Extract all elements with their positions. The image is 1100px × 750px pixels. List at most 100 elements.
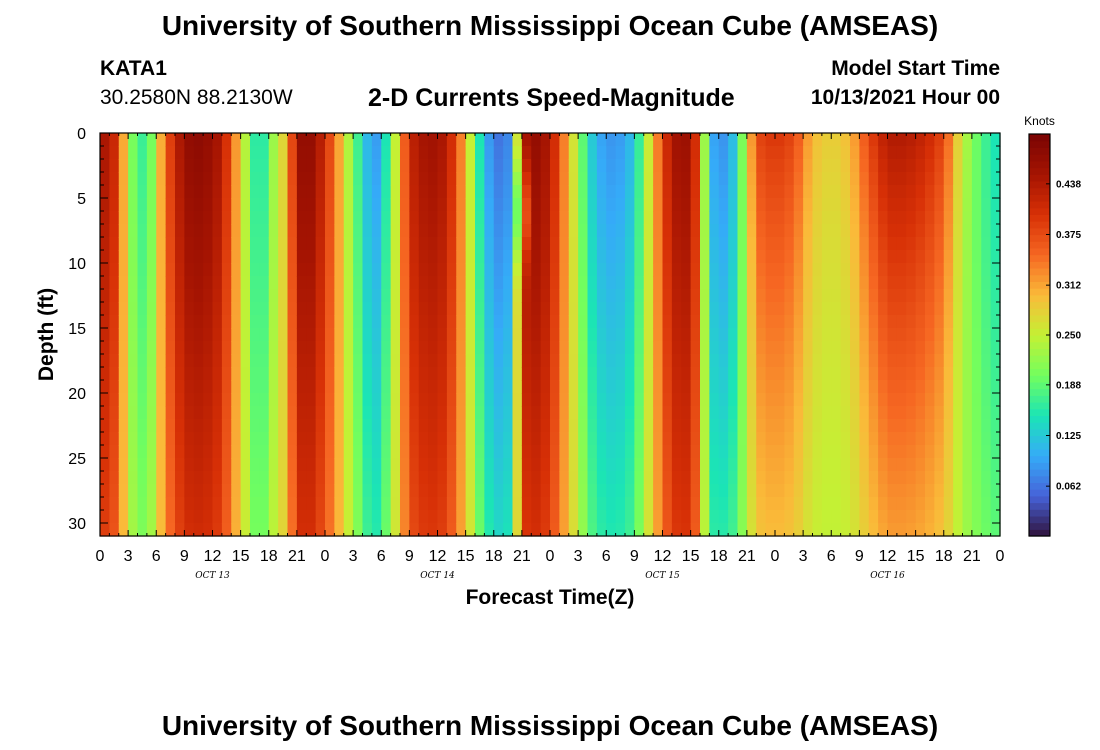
heatmap-cell [128, 159, 139, 173]
heatmap-cell [418, 484, 429, 498]
heatmap-cell [596, 458, 607, 472]
heatmap-cell [653, 484, 664, 498]
colorbar-tick-label: 0.250 [1056, 331, 1081, 342]
heatmap-cell [690, 172, 701, 186]
heatmap-cell [981, 445, 992, 459]
heatmap-cell [625, 198, 635, 212]
heatmap-cell [484, 419, 495, 433]
heatmap-cell [709, 354, 720, 368]
heatmap-cell [681, 406, 692, 420]
heatmap-cell [606, 367, 617, 381]
heatmap-cell [821, 185, 832, 199]
heatmap-cell [381, 328, 392, 342]
heatmap-cell [221, 432, 232, 446]
heatmap-cell [156, 172, 167, 186]
heatmap-cell [662, 432, 673, 446]
heatmap-cell [287, 419, 298, 433]
heatmap-cell [868, 380, 879, 394]
heatmap-cell [437, 159, 448, 173]
heatmap-cell [709, 289, 720, 303]
heatmap-cell [137, 341, 148, 355]
heatmap-cell [718, 250, 729, 264]
heatmap-cell [803, 328, 814, 342]
heatmap-cell [109, 159, 120, 173]
heatmap-cell [578, 185, 589, 199]
heatmap-cell [559, 328, 570, 342]
heatmap-cell [896, 445, 907, 459]
heatmap-cell [615, 445, 626, 459]
heatmap-cell [278, 237, 289, 251]
x-tick-label: 0 [546, 548, 555, 565]
heatmap-cell [559, 471, 570, 485]
heatmap-cell [971, 354, 982, 368]
x-tick-label: 0 [771, 548, 780, 565]
heatmap-cell [671, 354, 682, 368]
heatmap-cell [400, 367, 410, 381]
heatmap-cell [343, 224, 354, 238]
heatmap-cell [793, 458, 804, 472]
heatmap-cell [409, 263, 420, 277]
heatmap-cell [128, 380, 139, 394]
heatmap-cell [203, 393, 214, 407]
heatmap-cell [784, 523, 795, 537]
heatmap-cell [503, 354, 514, 368]
heatmap-cell [325, 471, 335, 485]
heatmap-cell [709, 393, 720, 407]
heatmap-cell [362, 354, 373, 368]
heatmap-cell [231, 445, 242, 459]
heatmap-cell [756, 302, 767, 316]
heatmap-cell [878, 224, 889, 238]
heatmap-cell [165, 406, 176, 420]
heatmap-cell [943, 484, 954, 498]
heatmap-cell [531, 185, 542, 199]
heatmap-cell [653, 523, 664, 537]
heatmap-cell [643, 302, 654, 316]
heatmap-cell [259, 523, 270, 537]
heatmap-cell [850, 393, 860, 407]
heatmap-cell [287, 341, 298, 355]
heatmap-cell [653, 458, 664, 472]
heatmap-cell [296, 237, 307, 251]
heatmap-cell [737, 276, 748, 290]
heatmap-cell [531, 406, 542, 420]
heatmap-cell [587, 367, 598, 381]
heatmap-cell [925, 484, 935, 498]
heatmap-cell [503, 250, 514, 264]
heatmap-cell [409, 159, 420, 173]
heatmap-cell [381, 406, 392, 420]
heatmap-cell [409, 146, 420, 160]
heatmap-cell [821, 211, 832, 225]
heatmap-cell [521, 471, 532, 485]
heatmap-cell [906, 237, 917, 251]
heatmap-cell [184, 250, 195, 264]
heatmap-cell [746, 302, 757, 316]
heatmap-cell [737, 484, 748, 498]
heatmap-cell [306, 471, 317, 485]
heatmap-cell [371, 367, 382, 381]
heatmap-cell [371, 302, 382, 316]
heatmap-cell [606, 289, 617, 303]
heatmap-cell [296, 471, 307, 485]
heatmap-cell [484, 276, 495, 290]
heatmap-cell [578, 146, 589, 160]
heatmap-cell [400, 341, 410, 355]
heatmap-cell [831, 172, 842, 186]
heatmap-cell [587, 250, 598, 264]
heatmap-cell [784, 133, 795, 147]
heatmap-cell [934, 341, 945, 355]
heatmap-cell [287, 315, 298, 329]
heatmap-cell [146, 172, 157, 186]
heatmap-cell [531, 380, 542, 394]
colorbar-tick-label: 0.062 [1056, 482, 1081, 493]
heatmap-cell [728, 172, 739, 186]
heatmap-cell [493, 328, 504, 342]
heatmap-cell [221, 341, 232, 355]
heatmap-cell [906, 393, 917, 407]
heatmap-cell [662, 198, 673, 212]
heatmap-cell [484, 133, 495, 147]
heatmap-cell [765, 445, 776, 459]
heatmap-cell [718, 159, 729, 173]
heatmap-cell [381, 263, 392, 277]
heatmap-cell [962, 159, 973, 173]
heatmap-cell [746, 419, 757, 433]
